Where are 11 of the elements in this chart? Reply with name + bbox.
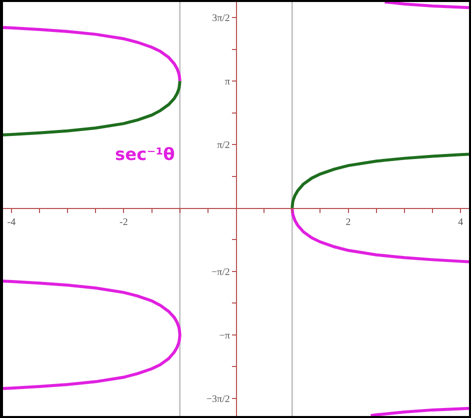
text: sec⁻¹θ [115,145,175,165]
x-tick-label: -2 [120,217,128,228]
y-tick-label: −π/2 [211,266,230,278]
y-tick-label: 3π/2 [212,13,230,24]
x-tick-label: 2 [346,217,351,228]
x-tick-label: -4 [7,217,16,228]
x-tick-label: 4 [458,217,464,228]
y-tick-label: −3π/2 [206,394,230,405]
y-tick-label: −π [219,330,230,342]
y-tick-label: π [224,76,230,88]
y-tick-label: π/2 [217,140,230,152]
